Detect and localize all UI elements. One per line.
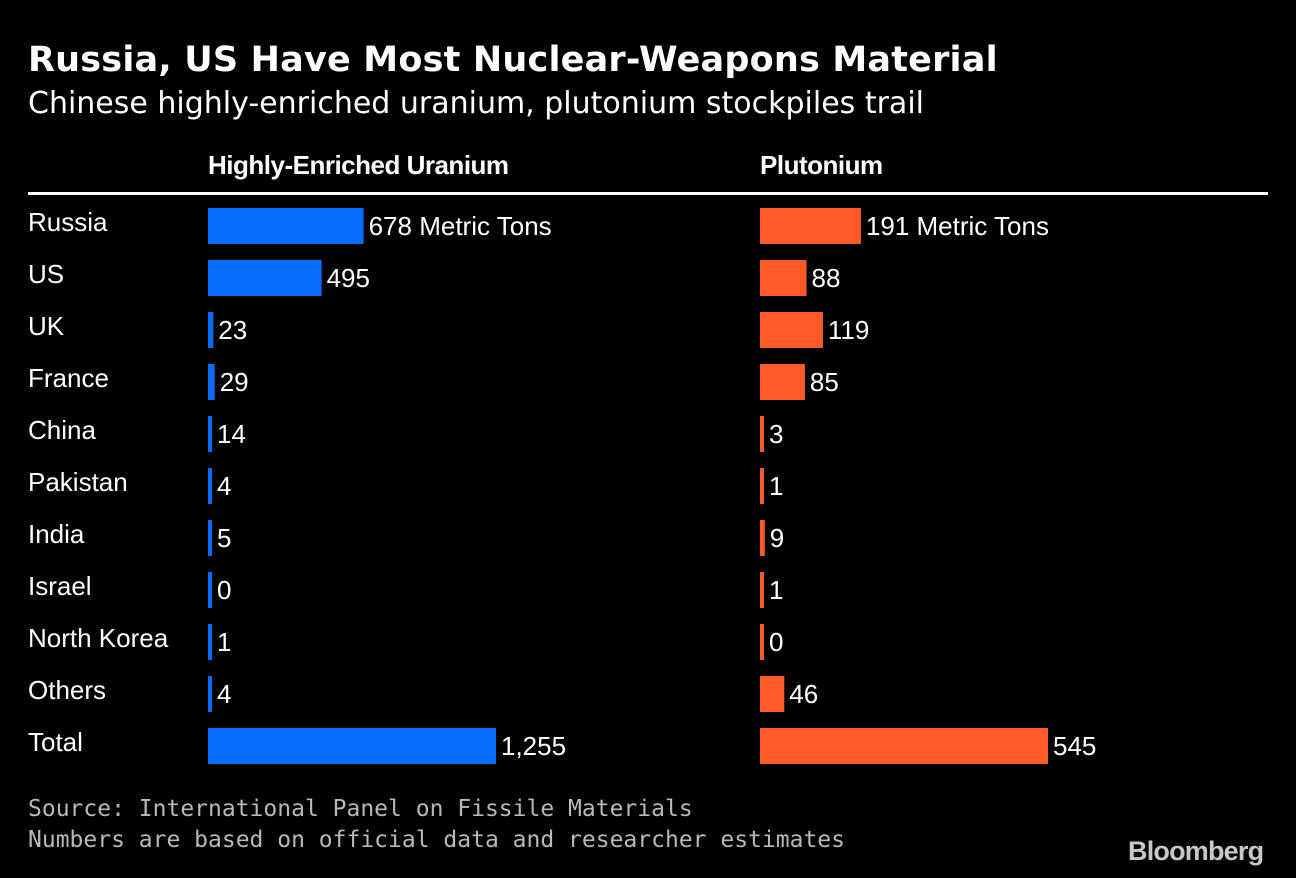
column-header-plutonium: Plutonium xyxy=(760,150,883,180)
value-label-plutonium-us: 88 xyxy=(812,263,841,293)
bar-uranium-israel xyxy=(208,572,212,608)
bar-plutonium-france xyxy=(760,364,805,400)
source-note: Source: International Panel on Fissile M… xyxy=(28,796,693,822)
bar-plutonium-others xyxy=(760,676,785,712)
value-label-plutonium-uk: 119 xyxy=(828,315,869,345)
column-header-uranium: Highly-Enriched Uranium xyxy=(208,150,509,180)
value-label-plutonium-china: 3 xyxy=(769,419,783,449)
bar-plutonium-total xyxy=(760,728,1048,764)
bar-uranium-russia xyxy=(208,208,364,244)
bar-uranium-uk xyxy=(208,312,214,348)
row-label-total: Total xyxy=(28,727,83,757)
value-label-uranium-total: 1,255 xyxy=(501,731,566,761)
bar-uranium-north-korea xyxy=(208,624,212,660)
bloomberg-logo: Bloomberg xyxy=(1128,836,1264,866)
row-label-israel: Israel xyxy=(28,571,92,601)
value-label-plutonium-russia: 191 Metric Tons xyxy=(866,211,1049,241)
row-label-france: France xyxy=(28,363,109,393)
bar-uranium-pakistan xyxy=(208,468,212,504)
bar-plutonium-china xyxy=(760,416,764,452)
value-label-uranium-russia: 678 Metric Tons xyxy=(369,211,552,241)
bar-uranium-us xyxy=(208,260,322,296)
bar-uranium-total xyxy=(208,728,496,764)
value-label-plutonium-others: 46 xyxy=(789,679,818,709)
value-label-plutonium-total: 545 xyxy=(1053,731,1096,761)
bar-plutonium-pakistan xyxy=(760,468,764,504)
row-label-china: China xyxy=(28,415,96,445)
value-label-uranium-china: 14 xyxy=(217,419,246,449)
bar-plutonium-india xyxy=(760,520,765,556)
chart-title: Russia, US Have Most Nuclear-Weapons Mat… xyxy=(28,40,998,80)
value-label-uranium-us: 495 xyxy=(327,263,370,293)
bar-uranium-others xyxy=(208,676,212,712)
row-label-north-korea: North Korea xyxy=(28,623,169,653)
chart-subtitle: Chinese highly-enriched uranium, plutoni… xyxy=(28,86,924,121)
bar-plutonium-us xyxy=(760,260,807,296)
bar-plutonium-israel xyxy=(760,572,764,608)
row-label-us: US xyxy=(28,259,65,289)
value-label-uranium-pakistan: 4 xyxy=(217,471,231,501)
value-label-uranium-france: 29 xyxy=(220,367,249,397)
row-label-india: India xyxy=(28,519,85,549)
row-label-pakistan: Pakistan xyxy=(28,467,128,497)
bar-uranium-india xyxy=(208,520,212,556)
row-label-uk: UK xyxy=(28,311,65,341)
value-label-uranium-india: 5 xyxy=(217,523,231,553)
value-label-plutonium-france: 85 xyxy=(810,367,839,397)
row-label-others: Others xyxy=(28,675,107,705)
value-label-uranium-north-korea: 1 xyxy=(217,627,231,657)
value-label-uranium-uk: 23 xyxy=(218,315,247,345)
header-divider xyxy=(28,192,1268,195)
value-label-plutonium-israel: 1 xyxy=(769,575,783,605)
value-label-plutonium-india: 9 xyxy=(770,523,784,553)
bar-uranium-france xyxy=(208,364,215,400)
value-label-uranium-israel: 0 xyxy=(217,575,231,605)
value-label-plutonium-north-korea: 0 xyxy=(769,627,783,657)
bar-plutonium-north-korea xyxy=(760,624,764,660)
value-label-plutonium-pakistan: 1 xyxy=(769,471,783,501)
bar-plutonium-russia xyxy=(760,208,861,244)
methodology-note: Numbers are based on official data and r… xyxy=(28,827,845,853)
row-label-russia: Russia xyxy=(28,207,108,237)
bar-plutonium-uk xyxy=(760,312,823,348)
bar-uranium-china xyxy=(208,416,212,452)
value-label-uranium-others: 4 xyxy=(217,679,231,709)
